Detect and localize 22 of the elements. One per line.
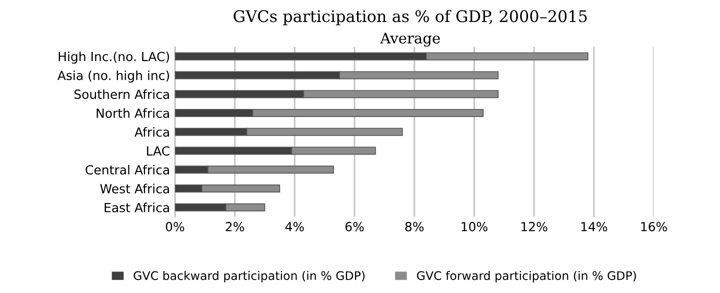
x-tick-label: 4% bbox=[285, 222, 304, 232]
x-tick-label: 6% bbox=[345, 222, 364, 232]
x-tick-label: 16% bbox=[641, 222, 667, 232]
x-tick-label: 10% bbox=[462, 222, 488, 232]
y-tick-label: Africa bbox=[134, 127, 169, 137]
y-tick-label: Southern Africa bbox=[74, 89, 169, 100]
legend-label: GVC backward participation (in % GDP) bbox=[134, 270, 365, 282]
legend-label: GVC forward participation (in % GDP) bbox=[416, 270, 636, 282]
x-tick-label: 12% bbox=[522, 222, 548, 232]
y-tick-label: LAC bbox=[147, 146, 170, 156]
y-tick-label: Asia (no. high inc) bbox=[57, 70, 170, 83]
x-tick-label: 2% bbox=[226, 222, 244, 232]
y-tick-label: North Africa bbox=[96, 108, 169, 118]
x-tick-label: 0% bbox=[166, 222, 184, 232]
x-tick-label: 14% bbox=[581, 222, 608, 232]
y-tick-label: High Inc.(no. LAC) bbox=[58, 52, 170, 64]
y-tick-label: East Africa bbox=[104, 202, 169, 212]
y-tick-label: West Africa bbox=[100, 184, 169, 194]
y-tick-label: Central Africa bbox=[86, 164, 169, 175]
chart-title: GVCs participation as % of GDP, 2000–2015 bbox=[234, 10, 587, 26]
chart-subtitle: Average bbox=[380, 32, 440, 47]
x-tick-label: 8% bbox=[405, 222, 424, 232]
